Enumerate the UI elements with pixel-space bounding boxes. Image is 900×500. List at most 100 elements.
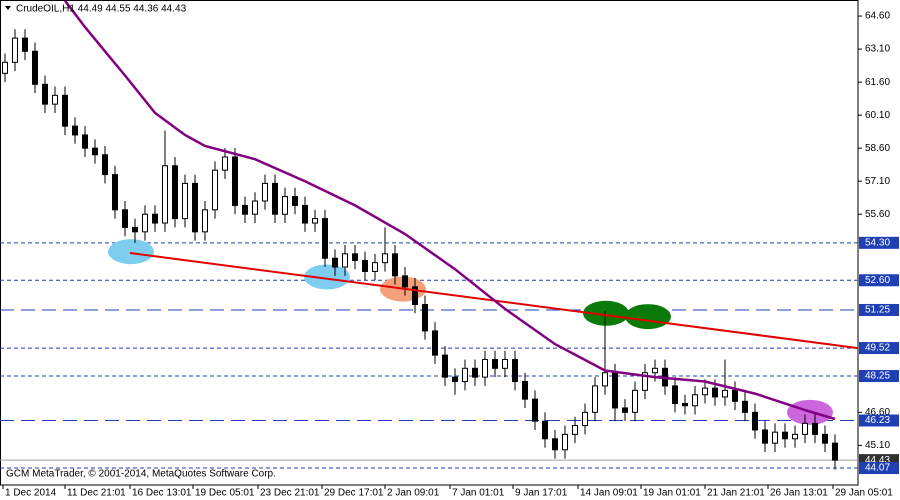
y-tick-label: 58.60 [865,143,890,154]
candle-body [432,330,438,356]
candle-body [792,433,798,440]
candle-body [242,204,248,215]
y-tick-label: 46.60 [865,407,890,418]
candle-body [492,359,498,369]
level-label: 48.25 [865,371,890,382]
candle-body [362,259,368,272]
candle-body [142,213,148,233]
level-label: 44.07 [865,463,890,474]
candle-body [372,262,378,272]
x-tick-label: 11 Dec 21:01 [67,488,126,499]
candle-body [352,253,358,261]
candle-body [752,411,758,431]
level-label: 46.23 [865,415,890,426]
level-label: 49.52 [865,343,890,354]
highlight [625,304,671,330]
candle-body [52,94,58,105]
candle-body [592,385,598,413]
level-label: 52.60 [865,275,890,286]
candle-body [22,37,28,52]
candle-body [632,389,638,413]
y-tick-label: 60.10 [865,110,890,121]
candle-body [412,286,418,305]
candle-body [502,359,508,369]
candle-body [112,174,118,211]
candle-body [2,61,8,74]
level-label-box [859,414,899,427]
indicator-lines [64,0,859,421]
candle-body [772,431,778,444]
level-label-box [859,274,899,287]
candle-body [342,253,348,268]
x-tick-label: 7 Jan 01:01 [452,488,505,499]
candle-body [672,385,678,405]
y-tick-label: 57.10 [865,176,890,187]
level-label-box [859,303,899,316]
candle-body [82,134,88,149]
candle-body [292,196,298,206]
candle-body [562,433,568,451]
candle-body [622,407,628,413]
candle-body [12,37,18,63]
candle-body [92,147,98,156]
candle-body [512,359,518,383]
candle-body [222,156,228,171]
candle-body [712,387,718,398]
candle-body [832,442,838,461]
x-tick-label: 19 Jan 01:01 [643,488,701,499]
level-label-box [859,236,899,249]
candle-body [62,94,68,127]
candle-body [162,165,168,224]
candle-body [182,182,188,220]
candle-body [312,218,318,224]
candle-body [602,372,608,387]
x-tick-label: 16 Dec 13:01 [132,488,192,499]
highlight [108,239,154,265]
highlight [304,264,350,290]
axes: 64.60 63.10 61.60 60.10 58.60 57.10 55.60 46.60… [2,11,899,499]
x-tick-label: 2 Jan 09:01 [387,488,440,499]
candle-body [192,182,198,233]
y-tick-label: 63.10 [865,44,890,55]
candle-body [722,389,728,398]
x-tick-label: 14 Jan 09:01 [580,488,638,499]
candle-body [252,200,258,215]
level-label-box [859,462,899,475]
candle-body [822,433,828,444]
level-label: 44.43 [865,455,890,466]
candle-body [472,367,478,378]
chart-title: CrudeOIL,H1 44.49 44.55 44.36 44.43 [16,4,187,15]
candle-body [692,394,698,407]
candle-body [652,367,658,374]
candle-body [302,204,308,224]
level-label: 54.30 [865,237,890,248]
candle-body [812,422,818,435]
level-label-box [859,370,899,383]
moving-average [64,0,836,421]
candle-body [332,257,338,268]
candle-body [152,213,158,224]
candle-body [732,389,738,402]
candle-body [402,275,408,288]
candle-body [122,209,128,228]
candle-body [72,125,78,136]
x-tick-label: 21 Jan 21:01 [707,488,765,499]
menu-triangle[interactable] [5,6,11,10]
candle-body [522,381,528,400]
x-tick-label: 19 Dec 05:01 [195,488,255,499]
candle-body [272,182,278,215]
candle-body [682,403,688,407]
candle-body [452,376,458,383]
x-tick-label: 9 Jan 17:01 [515,488,568,499]
candles [2,29,838,470]
candle-body [102,154,108,176]
candle-body [702,387,708,396]
candle-body [642,372,648,391]
candle-body [542,420,548,440]
candle-body [212,169,218,211]
candle-body [552,438,558,451]
candle-body [612,372,618,409]
candle-body [32,50,38,85]
footer: GCM MetaTrader, © 2001-2014, MetaQuotes … [6,469,276,480]
x-tick-label: 23 Dec 21:01 [260,488,320,499]
